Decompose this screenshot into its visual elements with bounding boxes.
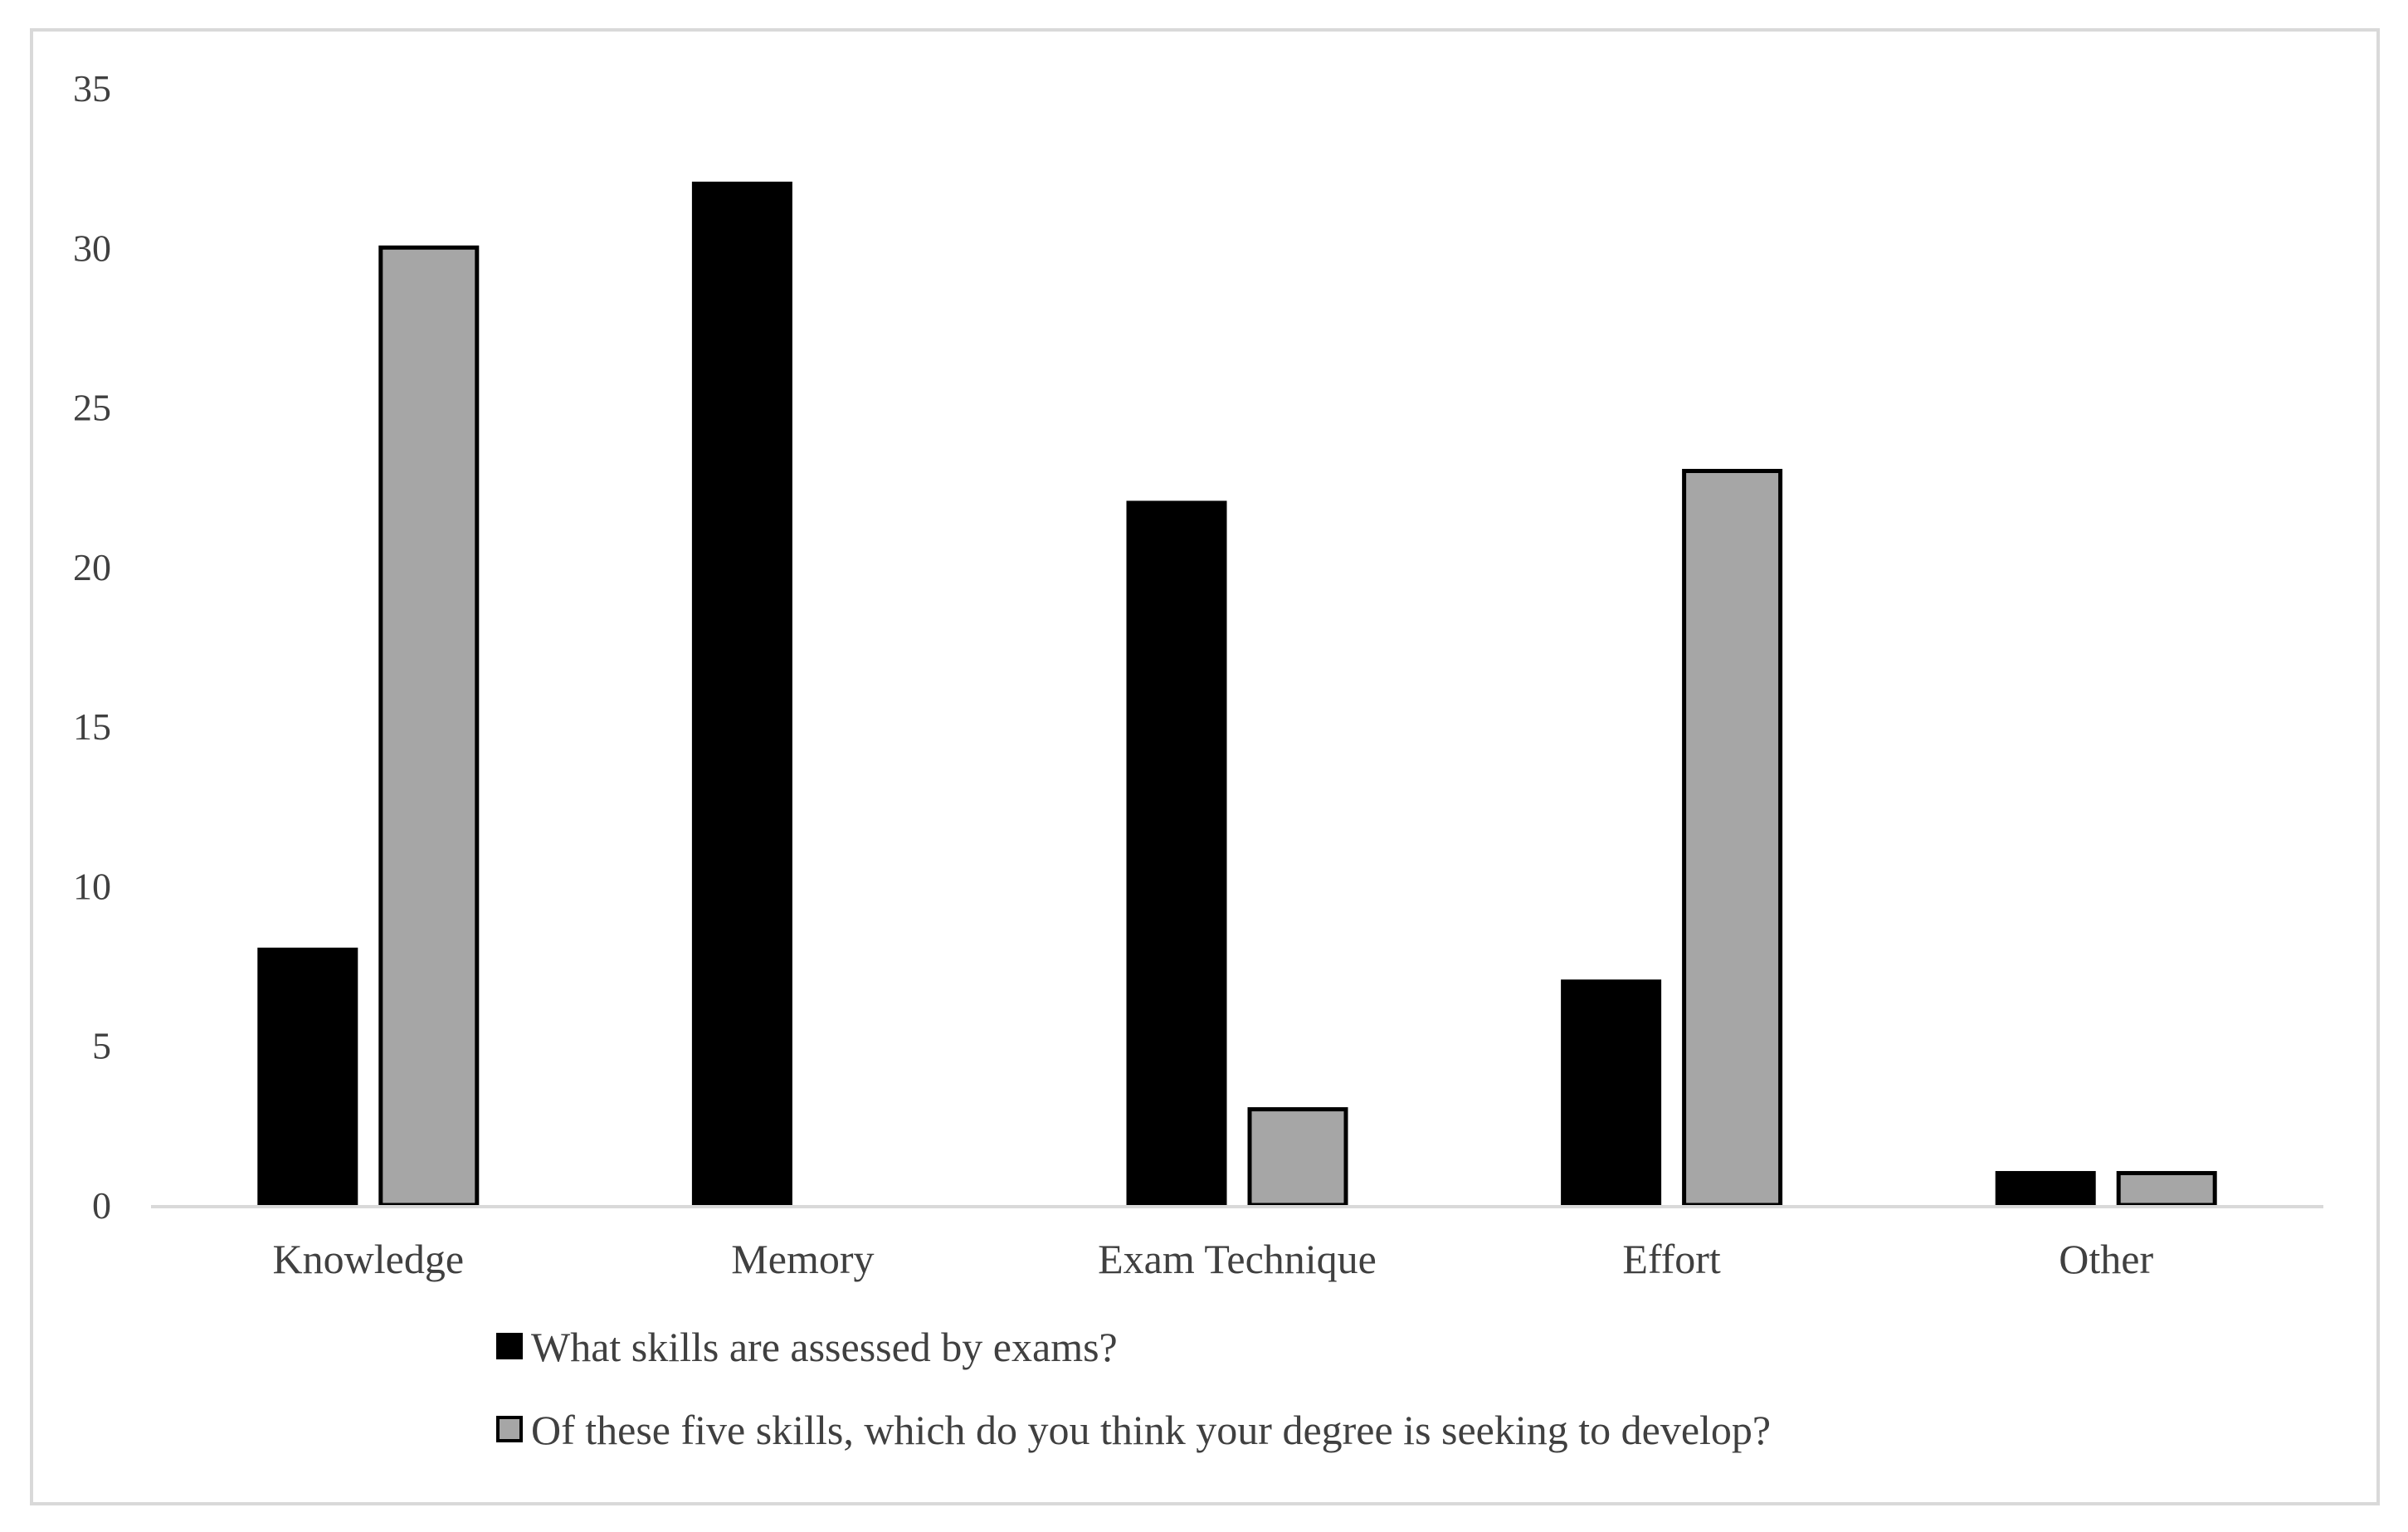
y-tick-label: 5 bbox=[92, 1025, 111, 1067]
legend-swatch bbox=[496, 1416, 523, 1442]
legend: What skills are assessed by exams? Of the… bbox=[496, 1324, 1771, 1453]
y-axis-ticks: 0 5 10 15 20 25 30 35 bbox=[73, 67, 111, 1227]
y-tick-label: 0 bbox=[92, 1184, 111, 1227]
bar-assessed-knowledge bbox=[257, 947, 358, 1208]
bar-assessed-memory bbox=[691, 181, 792, 1208]
bar-assessed-other bbox=[1995, 1171, 2096, 1208]
bar-develop-other bbox=[2116, 1171, 2217, 1208]
x-category-label: Knowledge bbox=[273, 1236, 465, 1282]
bar-develop-exam-technique bbox=[1247, 1107, 1348, 1208]
y-tick-label: 15 bbox=[73, 705, 111, 748]
legend-label: Of these five skills, which do you think… bbox=[531, 1407, 1771, 1453]
legend-label: What skills are assessed by exams? bbox=[531, 1324, 1118, 1370]
y-tick-label: 30 bbox=[73, 227, 111, 269]
y-tick-label: 35 bbox=[73, 67, 111, 110]
x-category-label: Other bbox=[2059, 1236, 2153, 1282]
x-category-label: Exam Technique bbox=[1098, 1236, 1377, 1282]
bar-assessed-effort bbox=[1561, 979, 1662, 1208]
bar-develop-effort bbox=[1682, 468, 1783, 1208]
y-tick-label: 25 bbox=[73, 387, 111, 429]
legend-swatch bbox=[496, 1333, 523, 1359]
y-tick-label: 20 bbox=[73, 546, 111, 588]
bar-assessed-exam-technique bbox=[1126, 500, 1227, 1208]
x-category-label: Effort bbox=[1622, 1236, 1721, 1282]
y-tick-label: 10 bbox=[73, 865, 111, 907]
bar-develop-knowledge bbox=[378, 245, 480, 1208]
x-axis-labels: Knowledge Memory Exam Technique Effort Other bbox=[273, 1236, 2154, 1282]
x-category-label: Memory bbox=[731, 1236, 874, 1282]
bars-group bbox=[257, 181, 2217, 1208]
